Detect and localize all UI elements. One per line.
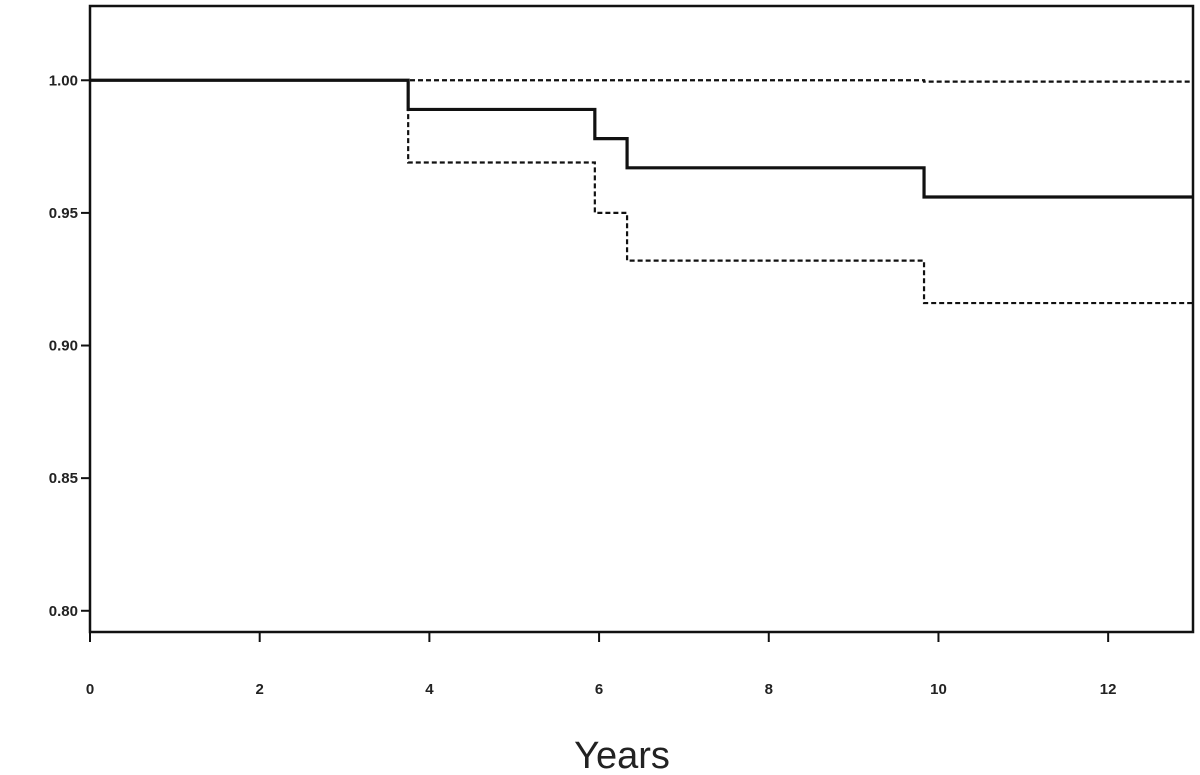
x-tick-label: 2: [256, 681, 264, 698]
ticks-layer: 0.80 0.85 0.90 0.95 1.00 0 2 4 6 8 10 12: [49, 72, 1117, 698]
series-line-upper-ci: [90, 79, 1193, 83]
y-tick-label: 0.95: [49, 205, 78, 222]
series-layer: [90, 78, 1193, 305]
x-tick-label: 12: [1100, 681, 1117, 698]
y-tick-label: 1.00: [49, 72, 78, 89]
y-tick-label: 0.80: [49, 603, 78, 620]
plot-frame: [88, 4, 1195, 634]
x-tick-label: 6: [595, 681, 603, 698]
x-axis-title: Years: [574, 735, 670, 775]
series-line-lower-ci: [90, 79, 1193, 305]
x-tick-label: 8: [765, 681, 773, 698]
axes-layer: [88, 4, 1195, 634]
y-tick-label: 0.90: [49, 338, 78, 355]
y-tick-label: 0.85: [49, 470, 78, 487]
x-tick-label: 0: [86, 681, 94, 698]
x-tick-label: 4: [425, 681, 434, 698]
x-tick-label: 10: [930, 681, 947, 698]
series-line-survival: [90, 78, 1193, 199]
